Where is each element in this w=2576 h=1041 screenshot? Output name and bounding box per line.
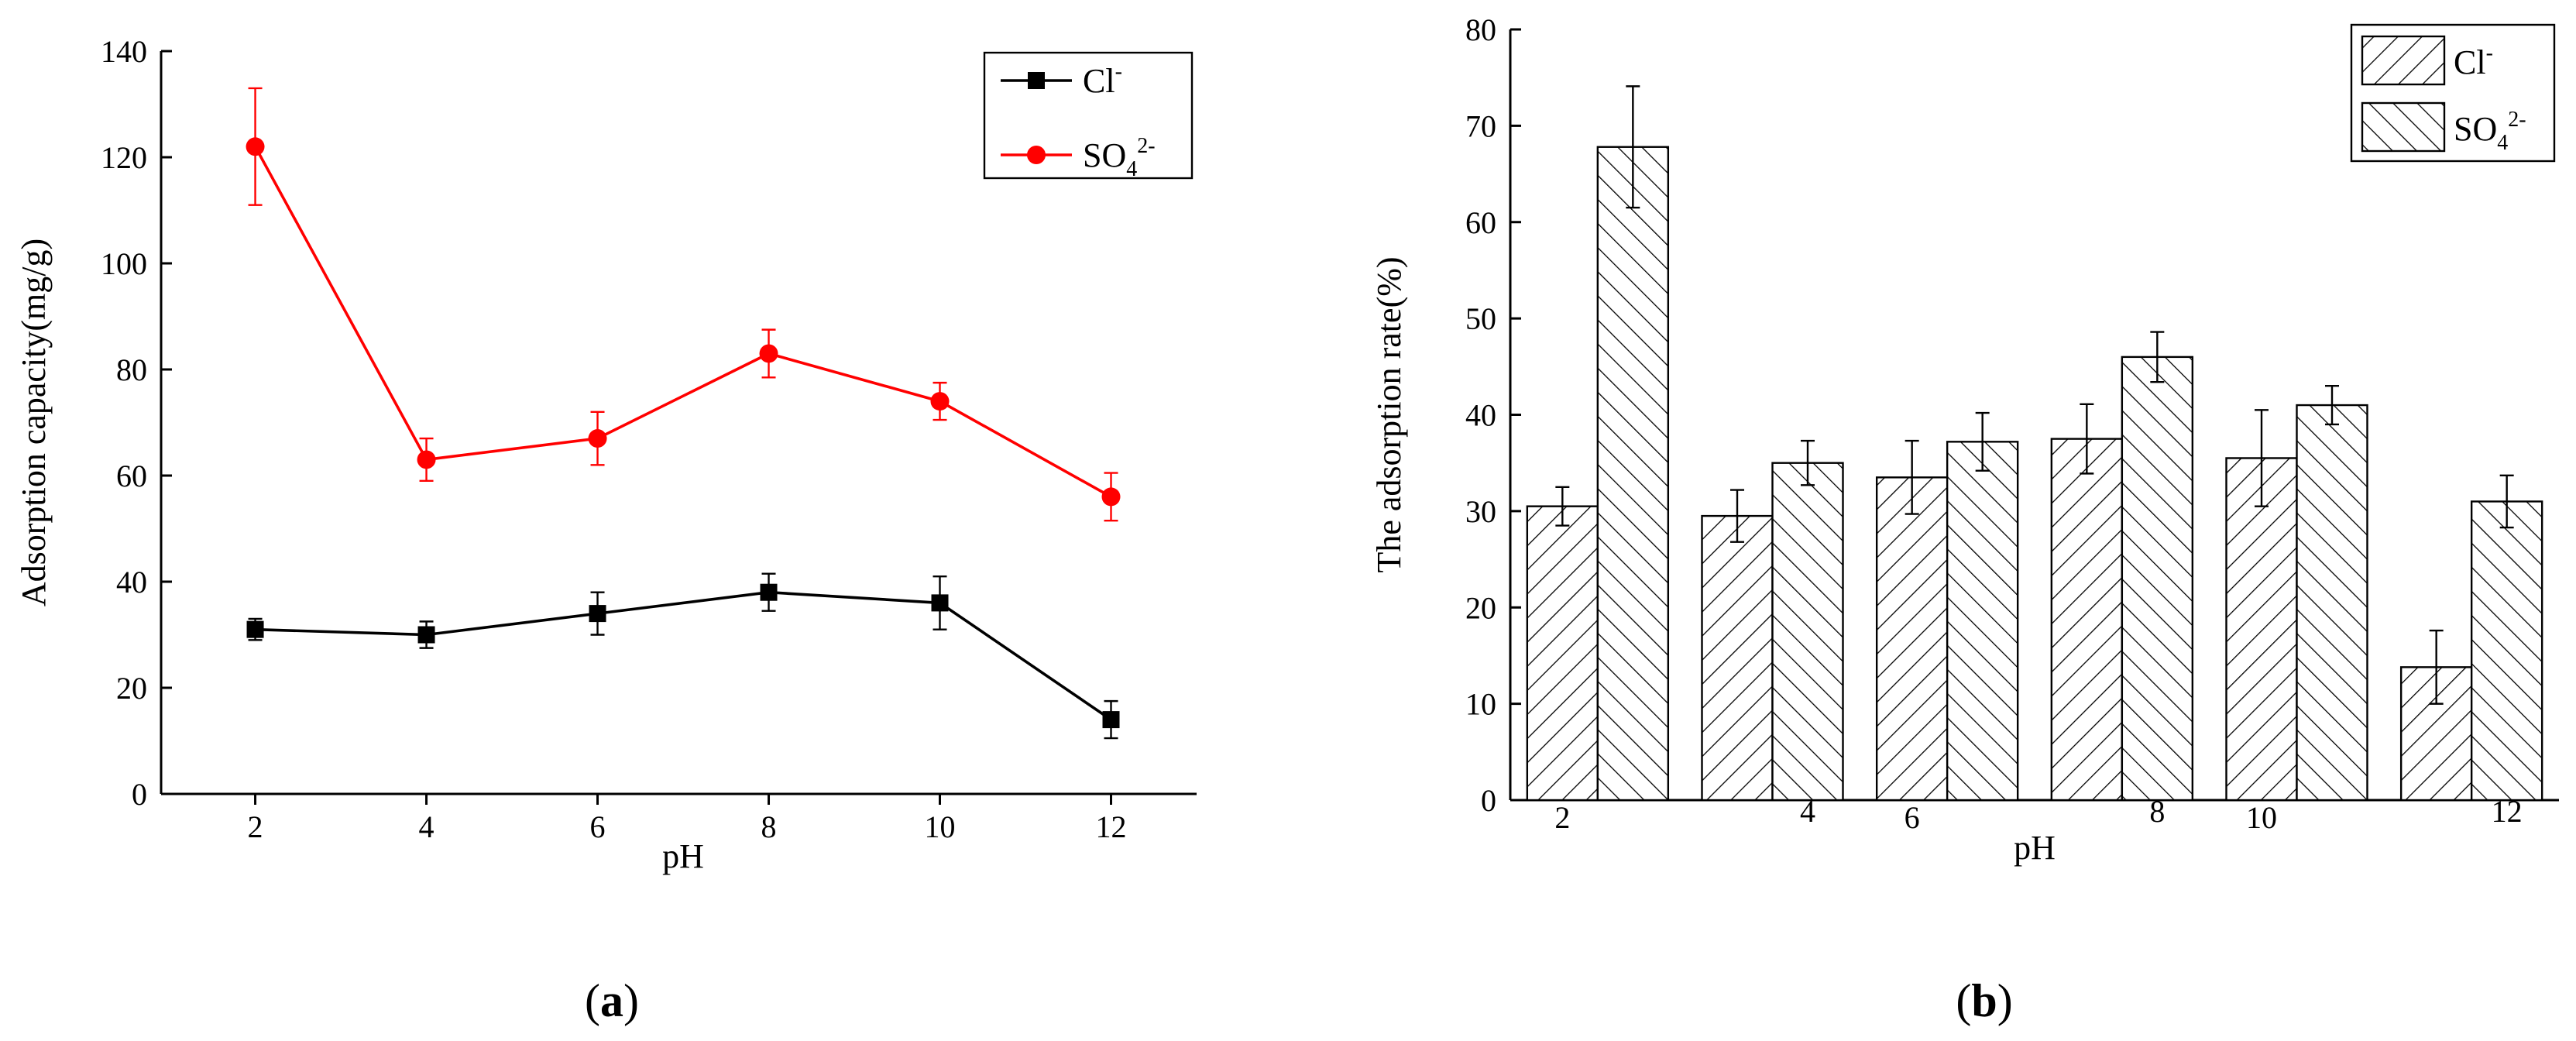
series-line (253, 146, 1112, 498)
y-tick-label: 70 (1465, 108, 1496, 143)
legend-marker (1027, 146, 1046, 164)
x-axis-title: pH (662, 837, 704, 875)
chart-panel-a: 0 20 40 60 80 100 120 140 2 4 6 8 10 12 pH Adsorption c… (15, 34, 1197, 1026)
legend-label: SO42- (2454, 108, 2526, 155)
y-axis-title: The adsorption rate(%) (1370, 256, 1408, 572)
data-point-marker (931, 594, 949, 612)
data-point-marker (417, 450, 436, 469)
panel-label-text: b (1971, 975, 1997, 1026)
legend-label: Cl- (2454, 41, 2493, 81)
y-tick-label: 0 (1481, 783, 1496, 818)
data-point-marker (759, 344, 778, 363)
x-tick-label: 8 (761, 809, 777, 844)
legend-superscript: - (2486, 41, 2493, 65)
series-line (255, 590, 1112, 721)
data-point-marker (760, 583, 778, 601)
y-tick-label: 20 (116, 671, 147, 706)
bar-so4 (1946, 441, 2019, 802)
legend-name: Cl (2454, 43, 2486, 81)
y-axis-title: Adsorption capacity(mg/g) (15, 239, 53, 606)
bar-cl (2225, 457, 2298, 802)
panel-label-b: (b) (1956, 975, 2012, 1026)
y-tick-label: 80 (116, 352, 147, 387)
bar-cl (1526, 505, 1599, 802)
y-tick-label: 100 (101, 246, 147, 281)
legend-subscript: 4 (2497, 131, 2508, 155)
legend-swatch (2361, 101, 2446, 153)
legend-swatch (2361, 35, 2446, 86)
data-point-marker (588, 429, 607, 448)
x-tick-label: 2 (1554, 800, 1570, 835)
bar-so4 (2296, 404, 2368, 802)
legend: Cl- SO42- (983, 51, 1194, 181)
y-tick-label: 60 (1465, 205, 1496, 240)
bar-so4 (1596, 146, 1670, 802)
legend-box (983, 51, 1194, 180)
bar-so4 (2121, 356, 2194, 802)
y-tick-label: 140 (101, 34, 147, 69)
bar-so4 (2470, 500, 2543, 802)
data-point-marker (589, 605, 606, 623)
x-tick-label: 6 (1905, 800, 1920, 835)
legend-subscript: 4 (1126, 157, 1137, 181)
series-cl (246, 572, 1120, 740)
x-tick-label: 6 (590, 809, 606, 844)
y-tick-label: 20 (1465, 590, 1496, 625)
data-point-marker (246, 137, 265, 156)
data-point-marker (1101, 487, 1121, 507)
panel-label-a: (a) (585, 975, 639, 1026)
data-point-marker (1102, 711, 1120, 729)
series-so4 (246, 87, 1121, 522)
x-tick-label: 12 (1096, 809, 1127, 844)
y-tick-label: 30 (1465, 494, 1496, 529)
panel-label-text: a (600, 975, 623, 1026)
data-point-marker (246, 620, 264, 638)
bar-cl (1701, 514, 1774, 802)
y-tick-label: 120 (101, 140, 147, 175)
x-tick-label: 4 (1800, 794, 1815, 829)
legend-superscript: - (1115, 60, 1122, 84)
data-point-marker (930, 392, 950, 411)
x-tick-label: 12 (2492, 794, 2523, 829)
bar-cl (2050, 438, 2124, 802)
y-tick-label: 10 (1465, 687, 1496, 722)
legend-name: SO (2454, 110, 2497, 148)
x-tick-label: 10 (2246, 800, 2277, 835)
bar-so4 (1771, 462, 1844, 802)
x-tick-label: 10 (925, 809, 956, 844)
legend-label: Cl- (1083, 60, 1122, 100)
x-tick-label: 4 (419, 809, 434, 844)
y-tick-label: 60 (116, 459, 147, 493)
legend-superscript: 2- (2508, 108, 2526, 132)
legend-label: SO42- (1083, 134, 1156, 181)
legend: Cl- SO42- (2350, 23, 2556, 163)
bar-cl (1875, 476, 1949, 802)
x-tick-label: 8 (2149, 794, 2165, 829)
legend-name: Cl (1083, 62, 1115, 100)
data-point-marker (417, 626, 435, 644)
y-tick-label: 40 (116, 565, 147, 600)
legend-superscript: 2- (1137, 134, 1155, 158)
y-tick-label: 80 (1465, 12, 1496, 47)
y-tick-label: 0 (132, 777, 147, 812)
x-tick-label: 2 (248, 809, 263, 844)
legend-marker (1028, 72, 1045, 89)
x-axis-title: pH (2014, 829, 2056, 867)
chart-panel-b: 0 10 20 30 40 50 60 70 80 2 4 6 8 10 12 pH The adsorptio… (1370, 12, 2559, 1026)
legend-name: SO (1083, 136, 1126, 174)
y-tick-label: 50 (1465, 301, 1496, 336)
y-tick-label: 40 (1465, 398, 1496, 433)
